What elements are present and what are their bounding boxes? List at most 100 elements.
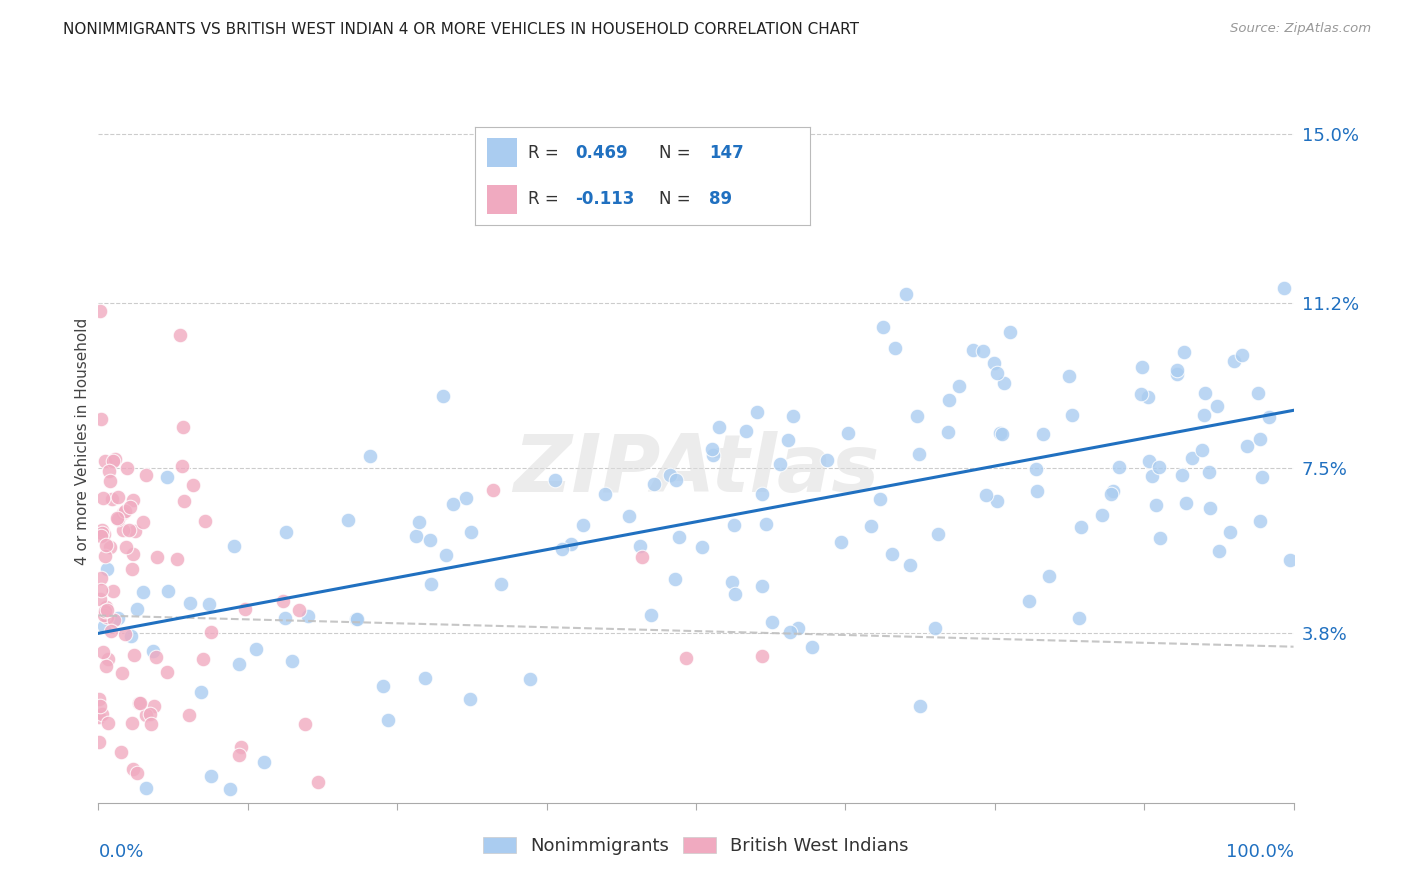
Point xyxy=(139,716,162,731)
Point xyxy=(1025,461,1047,475)
Point xyxy=(118,500,141,515)
Point xyxy=(97,464,120,478)
Point xyxy=(905,409,928,424)
Point xyxy=(124,524,146,538)
Point xyxy=(307,774,329,789)
Point xyxy=(121,562,143,576)
Point xyxy=(276,525,298,540)
Point xyxy=(1219,524,1241,539)
Text: Source: ZipAtlas.com: Source: ZipAtlas.com xyxy=(1230,22,1371,36)
Point xyxy=(146,550,169,565)
Point xyxy=(690,540,713,554)
Point xyxy=(287,603,309,617)
Point xyxy=(90,523,112,537)
Point xyxy=(94,538,117,552)
Point xyxy=(801,640,824,655)
Point xyxy=(751,487,773,501)
Point xyxy=(142,644,165,658)
Text: NONIMMIGRANTS VS BRITISH WEST INDIAN 4 OR MORE VEHICLES IN HOUSEHOLD CORRELATION: NONIMMIGRANTS VS BRITISH WEST INDIAN 4 O… xyxy=(63,22,859,37)
Point xyxy=(197,597,219,611)
Point xyxy=(179,707,201,722)
Point xyxy=(860,519,883,533)
Text: ZIPAtlas: ZIPAtlas xyxy=(513,432,879,509)
Point xyxy=(974,488,997,502)
Point xyxy=(986,366,1008,380)
Point xyxy=(1108,460,1130,475)
Point xyxy=(235,602,257,616)
Point xyxy=(702,448,724,462)
Point xyxy=(115,461,138,475)
Point xyxy=(377,713,399,727)
Point xyxy=(281,655,304,669)
Text: 100.0%: 100.0% xyxy=(1226,843,1294,861)
Point xyxy=(1206,399,1229,413)
Point xyxy=(1060,409,1083,423)
Point xyxy=(115,541,138,555)
Point xyxy=(460,525,482,540)
Point xyxy=(408,516,430,530)
Point xyxy=(1166,363,1188,377)
Point xyxy=(169,327,191,342)
Point xyxy=(668,531,690,545)
Point xyxy=(405,529,427,543)
Point xyxy=(1166,367,1188,381)
Point xyxy=(111,666,134,681)
Point xyxy=(122,548,145,562)
Point xyxy=(94,659,117,673)
Point xyxy=(1249,432,1271,446)
Point xyxy=(172,458,194,473)
Point xyxy=(1181,450,1204,465)
Point xyxy=(1257,410,1279,425)
Point xyxy=(114,504,136,518)
Point xyxy=(1230,348,1253,362)
Point xyxy=(91,645,114,659)
Point xyxy=(782,409,804,423)
Point xyxy=(898,558,921,572)
Point xyxy=(228,657,250,671)
Point xyxy=(107,490,129,504)
Point xyxy=(190,685,212,699)
Point xyxy=(98,540,121,554)
Point xyxy=(1057,369,1080,384)
Point xyxy=(593,487,616,501)
Point xyxy=(128,696,150,710)
Point xyxy=(419,576,441,591)
Point xyxy=(938,392,960,407)
Point xyxy=(1222,354,1244,368)
Point xyxy=(371,679,394,693)
Point xyxy=(962,343,984,358)
Point xyxy=(93,619,115,633)
Point xyxy=(1149,531,1171,545)
Point xyxy=(908,447,931,461)
Point xyxy=(87,692,110,706)
Point xyxy=(94,600,117,615)
Point xyxy=(1208,544,1230,558)
Point xyxy=(122,648,145,662)
Point xyxy=(93,549,115,563)
Point xyxy=(1249,514,1271,528)
Point xyxy=(91,491,114,505)
Point xyxy=(1137,454,1160,468)
Point xyxy=(1026,483,1049,498)
Point xyxy=(1149,459,1171,474)
Point xyxy=(643,477,665,491)
Point xyxy=(96,603,118,617)
Point xyxy=(101,453,124,467)
Point xyxy=(1236,439,1258,453)
Point xyxy=(125,602,148,616)
Point xyxy=(734,424,756,438)
Point xyxy=(434,548,457,562)
Point xyxy=(245,641,267,656)
Point xyxy=(94,604,117,618)
Point xyxy=(93,454,115,468)
Point xyxy=(219,782,242,797)
Point xyxy=(1136,390,1159,404)
Point xyxy=(110,746,132,760)
Point xyxy=(1198,465,1220,479)
Point xyxy=(640,607,662,622)
Point xyxy=(294,717,316,731)
Point xyxy=(1278,552,1301,566)
Point xyxy=(90,582,112,597)
Point xyxy=(1070,519,1092,533)
Point xyxy=(231,740,253,755)
